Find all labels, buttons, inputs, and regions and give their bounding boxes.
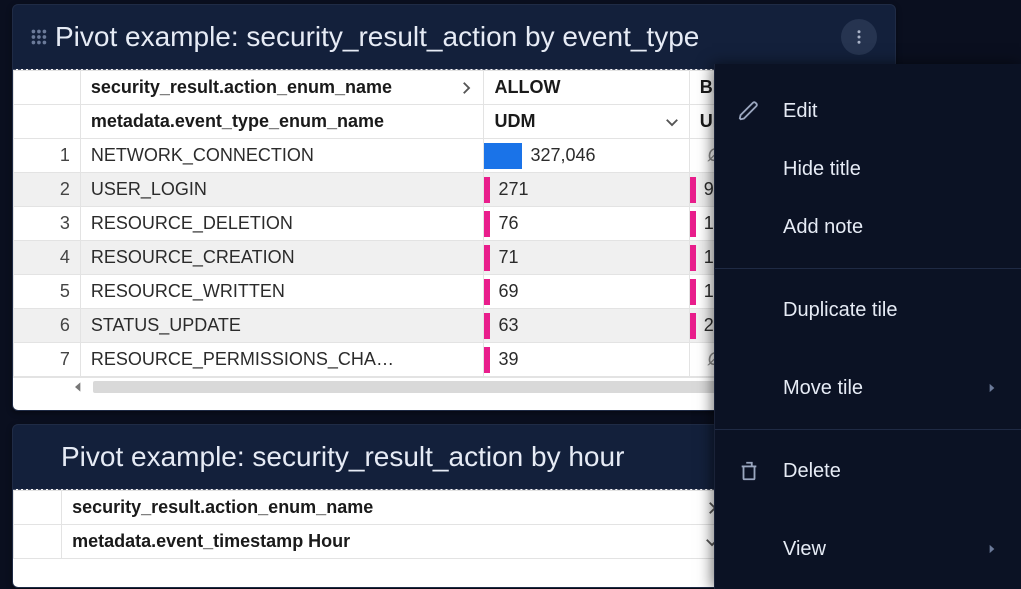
row-index: 2 xyxy=(14,173,81,207)
cell-allow: 271 xyxy=(484,173,689,207)
tile-header: Pivot example: security_result_action by… xyxy=(13,5,895,69)
pencil-icon xyxy=(737,99,761,123)
cell-value: 69 xyxy=(498,281,518,302)
value-bar xyxy=(484,245,490,271)
menu-spacer xyxy=(715,339,1021,359)
cell-value: 327,046 xyxy=(530,145,595,166)
value-bar xyxy=(484,347,490,373)
value-bar xyxy=(484,143,522,169)
scroll-left-icon[interactable] xyxy=(71,379,87,395)
menu-separator xyxy=(715,268,1021,269)
menu-item-label: Hide title xyxy=(783,158,999,181)
tile-menu-button[interactable] xyxy=(841,19,877,55)
row-index: 5 xyxy=(14,275,81,309)
cell-value: 76 xyxy=(498,213,518,234)
menu-item-move-tile[interactable]: Move tile xyxy=(715,359,1021,417)
tile-context-menu: Edit Hide title Add note Duplicate tile Move… xyxy=(714,64,1021,589)
row-event-type: USER_LOGIN xyxy=(80,173,484,207)
value-bar xyxy=(690,211,696,237)
value-bar xyxy=(484,177,490,203)
value-bar xyxy=(484,313,490,339)
menu-item-view[interactable]: View xyxy=(715,520,1021,578)
value-bar xyxy=(690,177,696,203)
cell-allow: 39 xyxy=(484,343,689,377)
header-action-enum-label: security_result.action_enum_name xyxy=(72,497,373,517)
cell-allow: 76 xyxy=(484,207,689,241)
cell-allow: 71 xyxy=(484,241,689,275)
header-measure-allow[interactable]: UDM xyxy=(484,105,689,139)
submenu-arrow-icon xyxy=(985,381,999,395)
row-event-type: RESOURCE_WRITTEN xyxy=(80,275,484,309)
submenu-arrow-icon xyxy=(985,542,999,556)
row-event-type: RESOURCE_PERMISSIONS_CHA… xyxy=(80,343,484,377)
cell-value: 71 xyxy=(498,247,518,268)
menu-item-duplicate-tile[interactable]: Duplicate tile xyxy=(715,281,1021,339)
menu-item-label: Delete xyxy=(783,460,999,483)
header-measure-allow-label: UDM xyxy=(494,111,535,131)
row-index: 4 xyxy=(14,241,81,275)
cell-value: 1 xyxy=(704,281,714,302)
header-event-type[interactable]: metadata.event_type_enum_name xyxy=(80,105,484,139)
header-timestamp-hour-label: metadata.event_timestamp Hour xyxy=(72,531,350,551)
header-action-enum[interactable]: security_result.action_enum_name xyxy=(62,491,730,525)
header-timestamp-hour[interactable]: metadata.event_timestamp Hour xyxy=(62,525,730,559)
header-blank xyxy=(14,71,81,105)
row-index: 1 xyxy=(14,139,81,173)
value-bar xyxy=(690,279,696,305)
cell-value: 63 xyxy=(498,315,518,336)
menu-item-hide-title[interactable]: Hide title xyxy=(715,140,1021,198)
drag-handle-icon[interactable] xyxy=(23,22,53,52)
menu-item-label: Add note xyxy=(783,216,999,239)
cell-value: 1 xyxy=(704,247,714,268)
tile-title: Pivot example: security_result_action by… xyxy=(55,21,841,53)
header-blank xyxy=(14,105,81,139)
menu-item-delete[interactable]: Delete xyxy=(715,442,1021,500)
menu-item-label: Edit xyxy=(783,100,999,123)
header-blank xyxy=(14,525,62,559)
cell-value: 1 xyxy=(704,213,714,234)
cell-allow: 327,046 xyxy=(484,139,689,173)
row-index: 6 xyxy=(14,309,81,343)
row-index: 3 xyxy=(14,207,81,241)
cell-value: 39 xyxy=(498,349,518,370)
menu-item-label: Move tile xyxy=(783,377,963,400)
row-event-type: STATUS_UPDATE xyxy=(80,309,484,343)
chevron-down-icon xyxy=(663,113,681,131)
header-blank xyxy=(14,491,62,525)
menu-separator xyxy=(715,429,1021,430)
chevron-right-icon xyxy=(457,79,475,97)
header-col-allow[interactable]: ALLOW xyxy=(484,71,689,105)
value-bar xyxy=(484,279,490,305)
menu-item-label: Duplicate tile xyxy=(783,299,999,322)
header-action-enum-label: security_result.action_enum_name xyxy=(91,77,392,97)
menu-item-add-note[interactable]: Add note xyxy=(715,198,1021,256)
row-event-type: RESOURCE_DELETION xyxy=(80,207,484,241)
value-bar xyxy=(690,245,696,271)
menu-item-label: View xyxy=(783,538,963,561)
cell-allow: 63 xyxy=(484,309,689,343)
menu-spacer xyxy=(715,500,1021,520)
cell-allow: 69 xyxy=(484,275,689,309)
cell-value: 271 xyxy=(498,179,528,200)
menu-item-edit[interactable]: Edit xyxy=(715,82,1021,140)
row-index: 7 xyxy=(14,343,81,377)
value-bar xyxy=(484,211,490,237)
row-event-type: NETWORK_CONNECTION xyxy=(80,139,484,173)
value-bar xyxy=(690,313,696,339)
row-event-type: RESOURCE_CREATION xyxy=(80,241,484,275)
trash-icon xyxy=(737,459,761,483)
header-action-enum[interactable]: security_result.action_enum_name xyxy=(80,71,484,105)
